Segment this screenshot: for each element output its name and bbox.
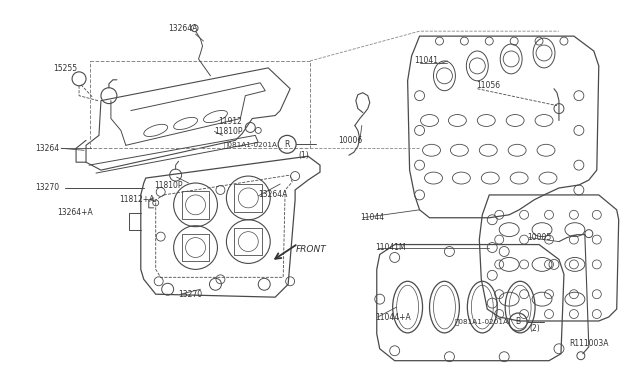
Text: 10005: 10005 xyxy=(527,233,551,242)
Text: 10006: 10006 xyxy=(338,136,362,145)
Text: B: B xyxy=(516,317,521,327)
Text: 11044: 11044 xyxy=(360,213,384,222)
Text: (2): (2) xyxy=(529,324,540,333)
Text: 11041M: 11041M xyxy=(375,243,405,252)
Text: 13264+A: 13264+A xyxy=(57,208,93,217)
Text: 11056: 11056 xyxy=(476,81,500,90)
Text: 15255: 15255 xyxy=(53,64,77,73)
Text: 13264A: 13264A xyxy=(259,190,287,199)
Text: Ⓑ081A1-0201A: Ⓑ081A1-0201A xyxy=(223,141,277,148)
Text: 13270: 13270 xyxy=(35,183,60,192)
Text: 11044+A: 11044+A xyxy=(375,312,410,321)
Text: (1): (1) xyxy=(298,151,309,160)
Text: 11810P: 11810P xyxy=(214,127,243,136)
Text: FRONT: FRONT xyxy=(296,245,327,254)
Text: Ⓒ081A1-0201A: Ⓒ081A1-0201A xyxy=(454,319,508,325)
Text: R: R xyxy=(284,140,290,149)
Text: 13264: 13264 xyxy=(35,144,60,153)
Text: 13270: 13270 xyxy=(179,290,203,299)
Text: R111003A: R111003A xyxy=(569,339,609,348)
Text: 11041: 11041 xyxy=(415,57,438,65)
Text: 13264A: 13264A xyxy=(169,24,198,33)
Text: 11912: 11912 xyxy=(218,117,243,126)
Text: 11812+A: 11812+A xyxy=(119,195,154,204)
Text: 11810P: 11810P xyxy=(154,180,182,189)
